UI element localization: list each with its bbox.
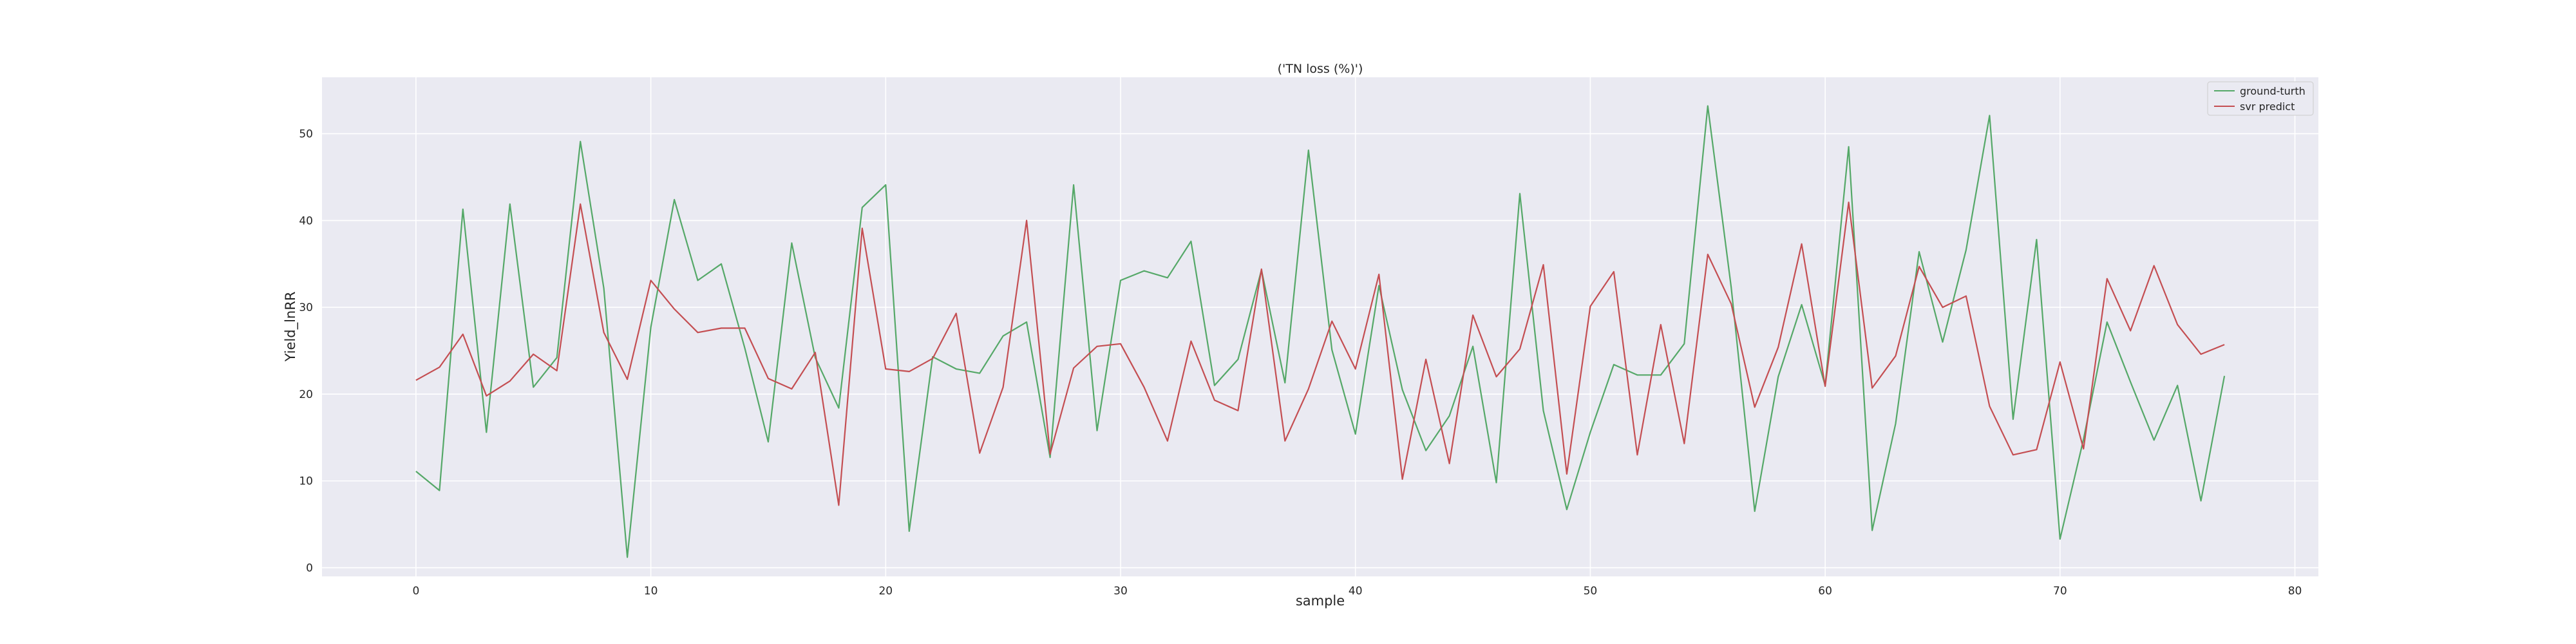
y-tick-label: 40	[299, 214, 313, 227]
y-tick-label: 0	[306, 562, 313, 575]
x-tick-label: 10	[644, 585, 658, 598]
x-tick-label: 40	[1349, 585, 1363, 598]
x-tick-label: 60	[1818, 585, 1832, 598]
y-tick-label: 20	[299, 388, 313, 401]
y-tick-label: 50	[299, 128, 313, 141]
y-tick-labels: 0 10 20 30 40 50	[299, 128, 313, 575]
series-line-ground-turth	[415, 105, 2226, 558]
series-lines	[415, 105, 2226, 558]
x-axis-label: sample	[1296, 593, 1345, 609]
legend-label-svr-predict: svr predict	[2240, 100, 2295, 113]
legend: ground-turth svr predict	[2207, 81, 2314, 116]
x-tick-labels: 0 10 20 30 40 50 60 70 80	[412, 585, 2302, 598]
x-tick-label: 30	[1113, 585, 1128, 598]
grid-lines	[322, 77, 2318, 576]
plot-area	[322, 77, 2318, 576]
y-tick-label: 10	[299, 475, 313, 488]
legend-label-ground-turth: ground-turth	[2240, 85, 2306, 97]
y-tick-label: 30	[299, 301, 313, 314]
y-axis-label: Yield_lnRR	[283, 292, 299, 363]
x-tick-label: 20	[878, 585, 893, 598]
x-tick-label: 50	[1584, 585, 1598, 598]
x-tick-label: 70	[2053, 585, 2067, 598]
chart-title: ('TN loss (%)')	[1278, 62, 1363, 76]
x-tick-label: 0	[412, 585, 419, 598]
x-tick-label: 80	[2288, 585, 2302, 598]
series-line-svr-predict	[415, 202, 2225, 506]
